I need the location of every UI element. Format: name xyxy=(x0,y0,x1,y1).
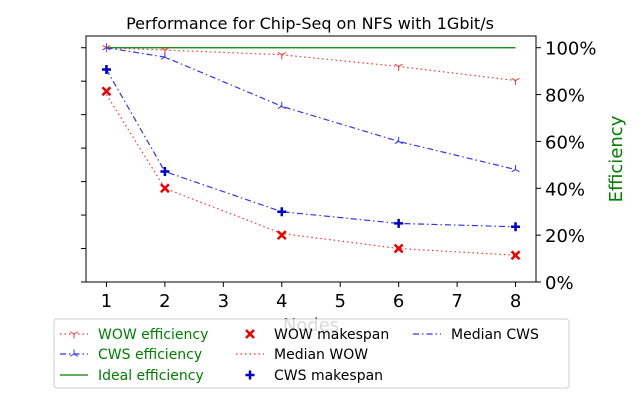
legend-label: Median WOW xyxy=(274,347,368,363)
x-axis: 1 2 3 4 5 6 7 8 xyxy=(101,282,521,312)
cws-makespan-point xyxy=(394,218,404,228)
x-tick-label: 6 xyxy=(393,291,404,312)
cws-makespan-point xyxy=(277,207,287,217)
wow-makespan-point xyxy=(101,86,112,97)
x-tick-label: 2 xyxy=(159,291,170,312)
legend-marker xyxy=(245,329,255,339)
cws-efficiency-point xyxy=(511,165,520,173)
series-lines xyxy=(105,47,516,256)
cws-makespan-point xyxy=(511,222,521,232)
x-tick-label: 5 xyxy=(334,291,345,312)
right-y-axis-label: Efficiency xyxy=(606,115,627,202)
legend-label: Ideal efficiency xyxy=(98,368,204,384)
cws-efficiency-point xyxy=(102,43,111,51)
plot-frame xyxy=(85,35,537,283)
wow-efficiency-point xyxy=(102,45,111,53)
x-tick-label: 4 xyxy=(276,291,287,312)
legend: WOW efficiency CWS efficiency Ideal effici… xyxy=(53,318,570,389)
cws-makespan-point xyxy=(160,167,170,177)
legend-label: WOW efficiency xyxy=(98,327,208,343)
x-tick-label: 3 xyxy=(218,291,229,312)
x-tick-label: 7 xyxy=(451,291,462,312)
right-y-tick-label: 60% xyxy=(545,132,585,153)
legend-label: WOW makespan xyxy=(274,327,389,343)
chart-title: Performance for Chip-Seq on NFS with 1Gb… xyxy=(126,14,494,33)
legend-frame xyxy=(53,318,570,389)
legend-label: CWS efficiency xyxy=(98,347,202,363)
cws-makespan-point xyxy=(101,64,111,74)
legend-item-median-cws: Median CWS xyxy=(413,327,539,343)
legend-marker xyxy=(245,370,255,380)
left-y-axis xyxy=(81,47,86,283)
wow-efficiency-point xyxy=(511,77,520,86)
series-markers xyxy=(101,43,521,261)
wow-efficiency-point xyxy=(394,63,403,71)
wow-efficiency-point xyxy=(277,52,286,60)
x-tick-label: 8 xyxy=(510,291,521,312)
legend-label: CWS makespan xyxy=(274,368,383,384)
wow-makespan-point xyxy=(510,250,521,261)
x-tick-label: 1 xyxy=(101,291,112,312)
legend-item-cws-makespan: CWS makespan xyxy=(245,368,383,384)
right-y-tick-label: 0% xyxy=(545,273,574,294)
cws-efficiency-point xyxy=(394,136,403,145)
legend-item-median-wow: Median WOW xyxy=(236,347,368,363)
right-y-tick-label: 20% xyxy=(545,226,585,247)
legend-items: WOW efficiency CWS efficiency Ideal effici… xyxy=(60,327,539,384)
legend-item-wow-efficiency: WOW efficiency xyxy=(60,327,208,343)
right-y-tick-label: 40% xyxy=(545,179,585,200)
median-wow-line xyxy=(105,94,516,256)
legend-item-wow-makespan: WOW makespan xyxy=(245,327,389,343)
plot-area xyxy=(85,35,537,283)
right-y-tick-label: 80% xyxy=(545,86,585,107)
legend-marker xyxy=(69,349,79,357)
right-y-tick-label: 100% xyxy=(545,39,596,60)
wow-makespan-point xyxy=(393,243,404,254)
legend-marker xyxy=(69,331,79,339)
legend-item-cws-efficiency: CWS efficiency xyxy=(60,347,202,363)
cws-efficiency-point xyxy=(277,101,286,109)
cws-efficiency-point xyxy=(160,52,170,60)
wow-makespan-point xyxy=(160,183,170,194)
right-y-axis: 0% 20% 40% 60% 80% 100% xyxy=(536,39,596,294)
legend-label: Median CWS xyxy=(451,327,539,343)
wow-makespan-point xyxy=(276,230,287,241)
legend-item-ideal-efficiency: Ideal efficiency xyxy=(60,368,204,384)
